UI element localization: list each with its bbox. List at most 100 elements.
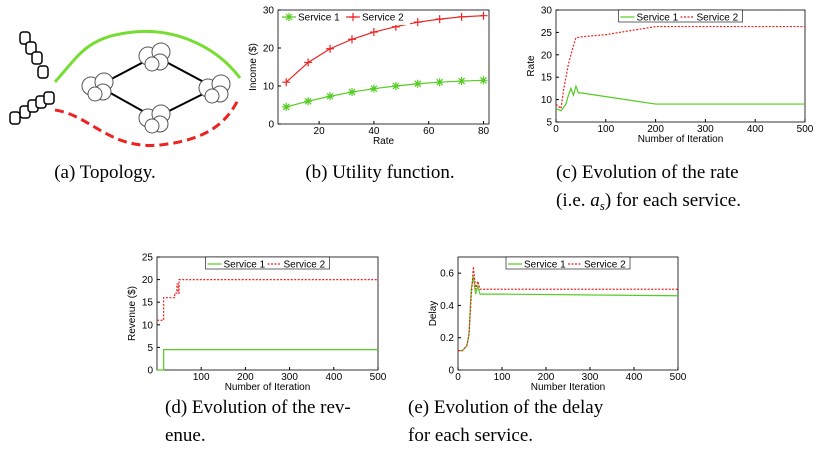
y-tick-label: 25 — [541, 28, 553, 39]
marker — [282, 78, 291, 87]
x-tick-label: 500 — [797, 124, 814, 135]
y-axis-label: Revenue ($) — [127, 286, 138, 341]
plot-area — [457, 256, 679, 371]
marker — [304, 97, 313, 106]
y-tick-label: 10 — [541, 95, 553, 106]
x-tick-label: 400 — [325, 372, 342, 383]
x-tick-label: 200 — [538, 372, 555, 383]
servers — [9, 31, 55, 125]
caption: (a) Topology. — [54, 162, 156, 183]
y-tick-label: 0.2 — [440, 333, 454, 344]
green-path — [53, 29, 242, 84]
x-axis-label: Number of Iteration — [638, 134, 724, 145]
y-tick-label: 25 — [142, 253, 154, 264]
y-tick-label: 20 — [541, 50, 553, 61]
legend-label: Service 2 — [284, 260, 326, 271]
x-axis-label: Rate — [373, 136, 395, 147]
marker — [369, 84, 378, 93]
x-tick-label: 500 — [370, 372, 387, 383]
marker — [479, 11, 488, 20]
x-tick-label: 60 — [423, 126, 435, 137]
caption: (i.e. as) for each service. — [556, 190, 741, 213]
y-tick-label: 30 — [263, 6, 275, 17]
y-tick-label: 0 — [448, 366, 454, 377]
marker — [479, 76, 488, 85]
y-tick-label: 0 — [268, 120, 274, 131]
x-tick-label: 0 — [455, 372, 461, 383]
marker — [282, 102, 291, 111]
legend-label: Service 1 — [524, 260, 566, 271]
marker — [369, 28, 378, 37]
y-tick-label: 0 — [147, 366, 153, 377]
marker — [326, 44, 335, 53]
caption: (d) Evolution of the rev- — [165, 397, 351, 418]
caption-part: enue. — [165, 425, 206, 446]
x-tick-label: 40 — [368, 126, 380, 137]
y-tick-label: 15 — [142, 298, 154, 309]
y-tick-label: 20 — [142, 275, 154, 286]
y-tick-label: 5 — [147, 343, 153, 354]
y-tick-label: 10 — [142, 320, 154, 331]
series-line — [458, 276, 679, 352]
caption: for each service. — [408, 425, 533, 446]
x-tick-label: 500 — [670, 372, 687, 383]
y-axis-label: Income ($) — [248, 43, 259, 91]
caption-part: for each service. — [408, 425, 533, 446]
legend-label: Service 2 — [584, 260, 626, 271]
plot-area — [277, 9, 490, 125]
plot-area — [555, 9, 806, 123]
caption: (e) Evolution of the delay — [408, 397, 604, 418]
red-path — [54, 99, 240, 147]
x-tick-label: 300 — [281, 372, 298, 383]
legend-box — [282, 12, 410, 25]
y-tick-label: 5 — [546, 118, 552, 129]
marker — [413, 18, 422, 27]
x-tick-label: 100 — [193, 372, 210, 383]
marker — [457, 12, 466, 21]
topology — [9, 29, 242, 147]
x-tick-label: 400 — [626, 372, 643, 383]
legend-box — [505, 256, 631, 270]
clouds — [81, 42, 231, 134]
x-axis-label: Number of Iteration — [225, 382, 311, 393]
y-axis-label: Rate — [526, 55, 537, 77]
series-line — [285, 15, 484, 83]
x-tick-label: 300 — [697, 124, 714, 135]
series-line — [157, 279, 378, 321]
x-tick-label: 20 — [314, 126, 326, 137]
caption-part: ) for each service. — [605, 190, 741, 211]
series-line — [555, 25, 805, 110]
marker — [435, 78, 444, 87]
legend-label: Service 2 — [362, 13, 404, 24]
legend-label: Service 1 — [637, 13, 679, 24]
x-tick-label: 200 — [647, 124, 664, 135]
marker — [435, 15, 444, 24]
x-axis-label: Number Iteration — [531, 382, 605, 393]
x-tick-label: 300 — [582, 372, 599, 383]
plot-area — [156, 256, 379, 371]
marker — [413, 79, 422, 88]
marker — [457, 77, 466, 86]
legend-label: Service 1 — [224, 260, 266, 271]
marker — [304, 58, 313, 67]
legend-box — [618, 9, 743, 23]
series-line — [286, 79, 484, 108]
series-line — [555, 84, 805, 112]
marker — [391, 82, 400, 90]
caption: (b) Utility function. — [305, 162, 454, 183]
series-line — [157, 349, 378, 371]
marker — [347, 35, 356, 44]
x-tick-label: 100 — [494, 372, 511, 383]
legend-box — [205, 256, 330, 270]
caption-part: a — [590, 190, 600, 211]
caption-part: (i.e. — [556, 190, 590, 211]
x-tick-label: 80 — [478, 126, 490, 137]
y-tick-label: 20 — [263, 44, 275, 55]
legend-label: Service 1 — [298, 13, 340, 24]
x-tick-label: 200 — [237, 372, 254, 383]
x-tick-label: 0 — [553, 124, 559, 135]
x-tick-label: 400 — [747, 124, 764, 135]
marker — [347, 88, 356, 97]
caption: enue. — [165, 425, 206, 446]
